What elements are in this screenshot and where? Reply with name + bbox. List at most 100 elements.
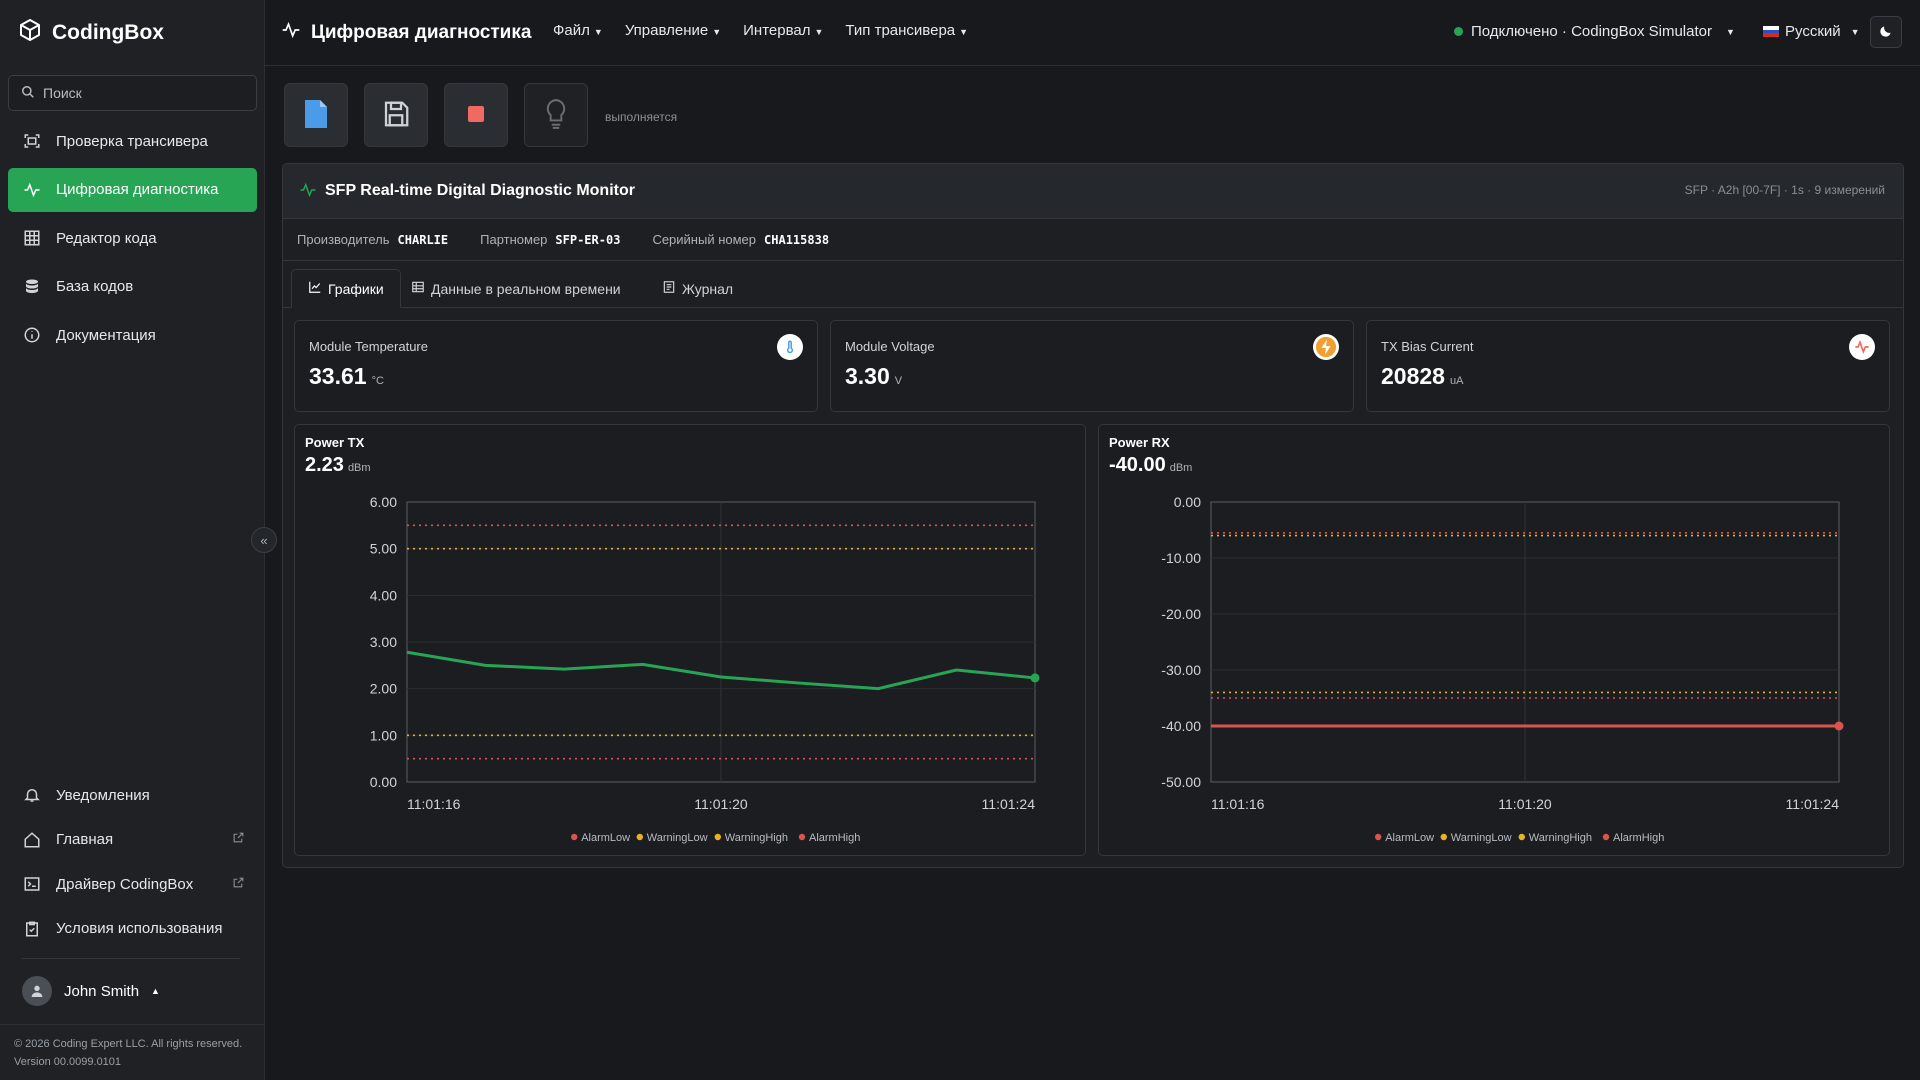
- search-icon: [21, 85, 35, 102]
- new-file-button[interactable]: [284, 83, 348, 147]
- moon-icon: [1879, 24, 1893, 41]
- menu-bar: Файл ▼ Управление ▼ Интервал ▼ Тип трансиве…: [553, 22, 968, 39]
- y-tick-label: 5.00: [370, 541, 397, 557]
- metric-unit: V: [894, 375, 903, 387]
- sidebar-item-terms[interactable]: Условия использования: [8, 907, 257, 951]
- y-tick-label: -20.00: [1161, 606, 1201, 622]
- page-title: Цифровая диагностика: [281, 20, 531, 46]
- caret-down-icon: ▼: [814, 27, 824, 37]
- sidebar-item-transceiver-check[interactable]: Проверка трансивера: [8, 119, 257, 163]
- sidebar-item-documentation[interactable]: Документация: [8, 313, 257, 357]
- sidebar-item-label: База кодов: [56, 278, 134, 295]
- series-last-point: [1030, 673, 1040, 683]
- menu-transceiver-type[interactable]: Тип трансивера ▼: [845, 22, 968, 39]
- metric-number: 33.61: [309, 363, 367, 389]
- sidebar-item-driver[interactable]: Драйвер CodingBox: [8, 862, 257, 906]
- pulse-icon: [22, 180, 42, 200]
- sidebar-divider: [22, 958, 240, 959]
- sidebar-item-notifications[interactable]: Уведомления: [8, 773, 257, 817]
- metric-number: 3.30: [845, 363, 890, 389]
- menu-label: Управление: [624, 22, 709, 39]
- legend-marker: [1518, 833, 1525, 841]
- terminal-icon: [22, 874, 42, 894]
- user-menu[interactable]: John Smith ▲: [22, 976, 160, 1006]
- part-number-info: Партномер SFP-ER-03: [480, 232, 620, 247]
- metric-value: 33.61 °C: [309, 363, 384, 390]
- metric-label: Module Voltage: [845, 339, 935, 354]
- connection-label: Подключено · CodingBox Simulator: [1471, 23, 1712, 40]
- chart-power-rx: Power RX -40.00 dBm -50.00 -40.00 -30.00 -20…: [1098, 424, 1890, 856]
- caret-down-icon: ▼: [1850, 26, 1860, 37]
- journal-icon: [662, 280, 676, 297]
- menu-interval[interactable]: Интервал ▼: [743, 22, 823, 39]
- double-chevron-left-icon: «: [260, 532, 268, 548]
- menu-file[interactable]: Файл ▼: [553, 22, 603, 39]
- tab-charts[interactable]: Графики: [291, 269, 401, 308]
- stop-icon: [467, 105, 485, 126]
- theme-toggle-button[interactable]: [1870, 16, 1902, 48]
- bolt-icon: [1313, 334, 1339, 360]
- thermometer-icon: [777, 334, 803, 360]
- metric-voltage: Module Voltage 3.30 V: [830, 320, 1354, 412]
- x-tick-label: 11:01:24: [1786, 796, 1840, 812]
- part-number-label: Партномер: [480, 232, 548, 247]
- legend-marker: [714, 833, 721, 841]
- legend-label: AlarmHigh: [809, 832, 860, 844]
- sidebar-item-digital-diagnostics[interactable]: Цифровая диагностика: [8, 167, 257, 212]
- sidebar-item-code-editor[interactable]: Редактор кода: [8, 216, 257, 260]
- y-tick-label: -50.00: [1161, 774, 1201, 790]
- connection-dropdown[interactable]: Подключено · CodingBox Simulator ▼: [1454, 23, 1735, 40]
- save-button[interactable]: [364, 83, 428, 147]
- x-tick-label: 11:01:20: [1498, 796, 1552, 812]
- sidebar-item-code-base[interactable]: База кодов: [8, 265, 257, 309]
- part-number-value: SFP-ER-03: [555, 233, 621, 247]
- vendor-label: Производитель: [297, 232, 390, 247]
- brand[interactable]: CodingBox: [0, 0, 264, 66]
- led-button[interactable]: [524, 83, 588, 147]
- legend-label: AlarmLow: [581, 832, 630, 844]
- line-chart-icon: [308, 280, 322, 297]
- collapse-sidebar-button[interactable]: «: [251, 527, 277, 553]
- y-tick-label: 4.00: [370, 587, 397, 603]
- metric-value: 3.30 V: [845, 363, 902, 390]
- chart-current-number: 2.23: [305, 454, 344, 476]
- legend-label: WarningLow: [647, 832, 708, 844]
- vendor-info: Производитель CHARLIE: [297, 232, 448, 247]
- page-title-text: Цифровая диагностика: [311, 22, 532, 43]
- metric-value: 20828 uA: [1381, 363, 1463, 390]
- y-tick-label: 1.00: [370, 727, 397, 743]
- metric-unit: uA: [1449, 375, 1464, 387]
- chart-current-value: -40.00 dBm: [1109, 454, 1192, 477]
- legend-label: WarningHigh: [1529, 832, 1592, 844]
- database-icon: [22, 277, 42, 297]
- language-dropdown[interactable]: Русский ▼: [1763, 23, 1860, 40]
- brand-name: CodingBox: [52, 21, 164, 44]
- caret-down-icon: ▼: [593, 27, 603, 37]
- sidebar-item-label: Условия использования: [56, 920, 223, 937]
- serial-number-label: Серийный номер: [652, 232, 757, 247]
- legend-marker: [571, 833, 578, 841]
- search-input[interactable]: Поиск: [8, 75, 257, 111]
- pulse-icon: [281, 20, 301, 46]
- chart-current-number: -40.00: [1109, 454, 1166, 476]
- clipboard-icon: [22, 919, 42, 939]
- footer-divider: [0, 1024, 265, 1025]
- external-link-icon: [232, 831, 245, 848]
- tab-realtime-data[interactable]: Данные в реальном времени: [395, 269, 637, 308]
- tab-log[interactable]: Журнал: [646, 269, 749, 308]
- avatar: [22, 976, 52, 1006]
- sidebar-item-home[interactable]: Главная: [8, 818, 257, 862]
- version-text: Version 00.0099.0101: [14, 1056, 122, 1068]
- stop-button[interactable]: [444, 83, 508, 147]
- monitor-meta: SFP · A2h [00-7F] · 1s · 9 измерений: [1684, 183, 1885, 197]
- grid-icon: [22, 228, 42, 248]
- caret-down-icon: ▼: [1725, 26, 1735, 37]
- serial-number-value: CHA115838: [764, 233, 830, 247]
- chart-unit: dBm: [1169, 462, 1193, 474]
- legend-marker: [798, 833, 806, 841]
- legend-marker: [1440, 833, 1447, 841]
- metric-tx-bias: TX Bias Current 20828 uA: [1366, 320, 1890, 412]
- metric-label: Module Temperature: [309, 339, 428, 354]
- menu-control[interactable]: Управление ▼: [625, 22, 721, 39]
- menu-label: Файл: [553, 22, 590, 39]
